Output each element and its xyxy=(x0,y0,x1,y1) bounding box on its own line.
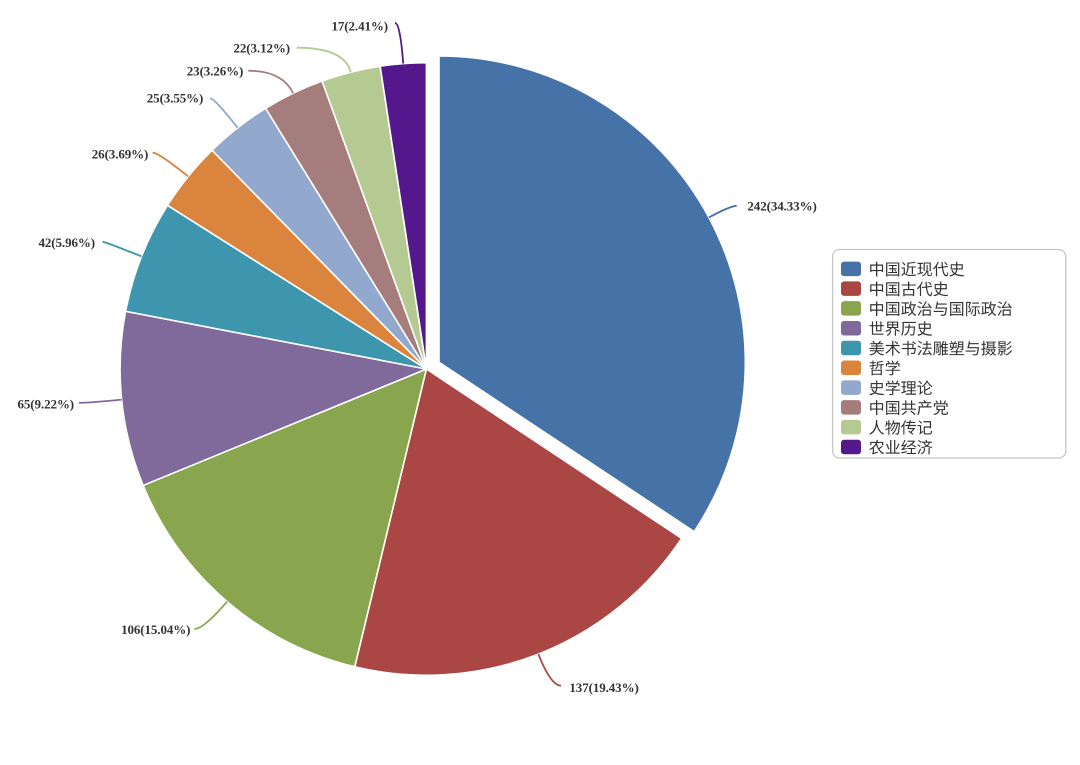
legend-swatch-7 xyxy=(841,380,861,395)
slice-label-1: 242(34.33%) xyxy=(747,199,816,214)
legend-label-10 xyxy=(869,439,933,455)
slice-label-3: 106(15.04%) xyxy=(121,622,190,637)
legend-swatch-9 xyxy=(841,419,861,435)
legend-swatch-3 xyxy=(841,301,861,316)
label-line-4 xyxy=(78,398,122,404)
legend-item-10[interactable] xyxy=(841,439,933,455)
legend-label-4 xyxy=(869,321,933,336)
legend-label-2 xyxy=(870,281,949,297)
label-line-5 xyxy=(102,240,142,258)
legend xyxy=(831,248,1067,459)
legend-label-1 xyxy=(870,261,965,277)
legend-swatch-6 xyxy=(841,360,861,376)
slice-label-9: 22(3.12%) xyxy=(233,41,290,56)
legend-swatch-8 xyxy=(841,400,861,415)
legend-item-6[interactable] xyxy=(841,360,900,376)
legend-swatch-1 xyxy=(841,261,861,277)
legend-label-5 xyxy=(869,340,1013,356)
label-line-6 xyxy=(152,151,189,178)
legend-item-1[interactable] xyxy=(841,261,965,277)
label-line-1 xyxy=(708,204,737,219)
slice-label-4: 65(9.22%) xyxy=(17,396,74,411)
label-line-2 xyxy=(537,653,562,687)
legend-label-7 xyxy=(869,380,933,396)
slice-label-7: 25(3.55%) xyxy=(147,90,204,105)
slice-label-5: 42(5.96%) xyxy=(38,235,95,250)
label-line-7 xyxy=(209,97,239,129)
legend-item-3[interactable] xyxy=(841,301,1012,317)
legend-label-8 xyxy=(870,400,948,416)
legend-swatch-2 xyxy=(841,281,861,296)
legend-swatch-4 xyxy=(841,320,861,336)
legend-label-3 xyxy=(870,301,1012,317)
legend-item-7[interactable] xyxy=(841,380,933,396)
slice-label-6: 26(3.69%) xyxy=(92,146,149,161)
label-line-8 xyxy=(248,69,294,94)
label-line-9 xyxy=(296,46,352,73)
legend-item-9[interactable] xyxy=(841,419,933,435)
legend-box xyxy=(831,248,1067,459)
label-line-10 xyxy=(394,22,405,64)
label-line-3 xyxy=(194,600,228,630)
slice-label-2: 137(19.43%) xyxy=(569,680,638,695)
legend-item-4[interactable] xyxy=(841,320,933,336)
pie-slices-group xyxy=(119,55,747,677)
slice-labels-group: 242(34.33%) 137(19.43%) 106(15.04%) 65(9.22… xyxy=(17,18,816,695)
legend-item-2[interactable] xyxy=(841,281,949,297)
legend-item-8[interactable] xyxy=(841,400,948,416)
legend-item-5[interactable] xyxy=(841,340,1013,356)
label-leader-lines-group xyxy=(78,22,737,687)
slice-label-8: 23(3.26%) xyxy=(187,64,244,79)
slice-label-10: 17(2.41%) xyxy=(331,18,388,33)
legend-label-6 xyxy=(869,360,900,376)
legend-label-9 xyxy=(869,420,933,435)
legend-swatch-10 xyxy=(841,439,861,455)
legend-swatch-5 xyxy=(841,340,861,356)
